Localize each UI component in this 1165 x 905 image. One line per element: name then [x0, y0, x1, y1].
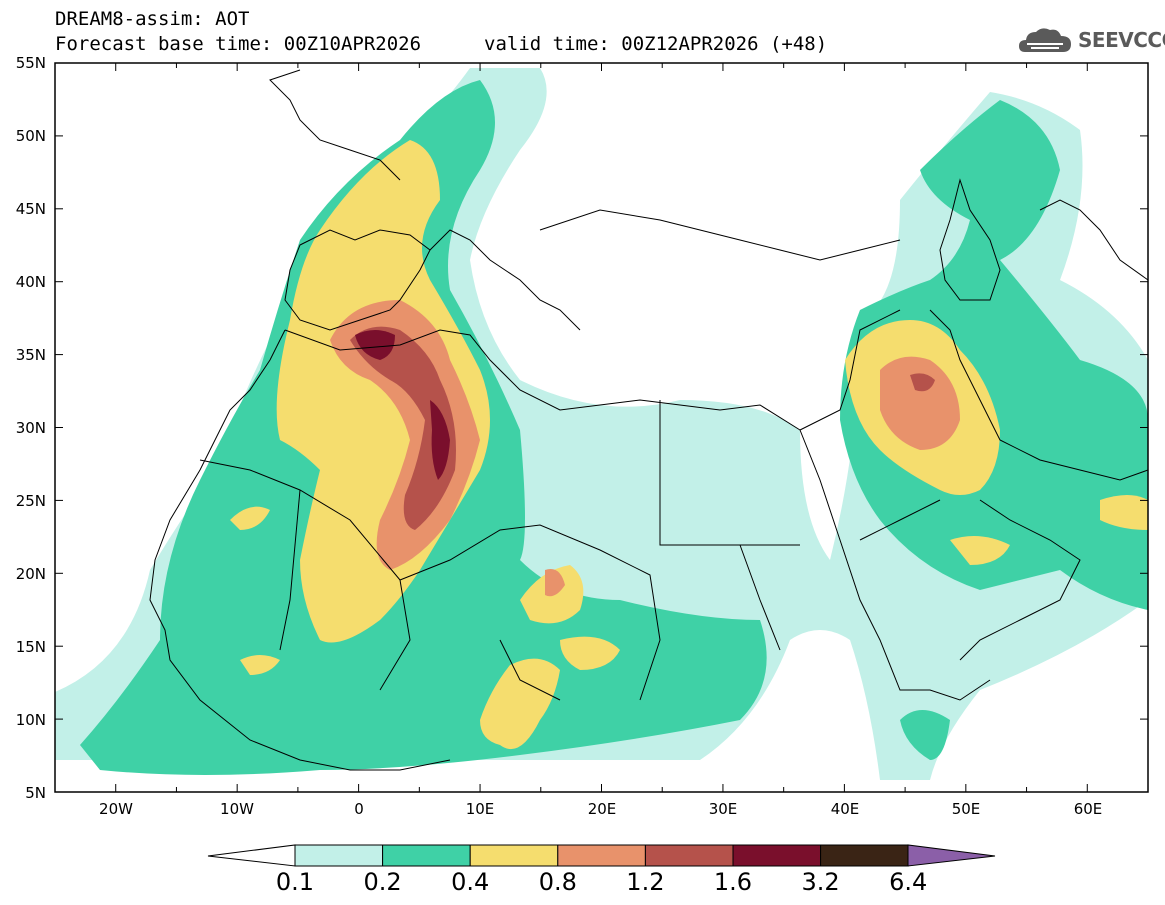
- lat-label-35n: 35N: [15, 346, 46, 364]
- lat-label-25n: 25N: [15, 492, 46, 510]
- colorbar-label: 1.6: [713, 868, 753, 896]
- axis-ticks: [54, 62, 1149, 793]
- colorbar-label: 0.2: [363, 868, 402, 896]
- lon-label-40e: 40E: [830, 800, 860, 818]
- lon-label-20e: 20E: [587, 800, 617, 818]
- colorbar-label: 6.4: [889, 868, 928, 896]
- colorbar-label: 0.4: [451, 868, 490, 896]
- lon-label-50e: 50E: [951, 800, 981, 818]
- coastlines: [149, 69, 1148, 771]
- lon-label-30e: 30E: [708, 800, 738, 818]
- lat-label-20n: 20N: [15, 565, 46, 583]
- lon-label-0: 0: [354, 800, 364, 818]
- colorbar-cell: [732, 844, 822, 867]
- colorbar-label: 3.2: [801, 868, 840, 896]
- lat-label-10n: 10N: [15, 711, 46, 729]
- title-line1: DREAM8-assim: AOT: [55, 8, 250, 30]
- colorbar-cell: [557, 844, 646, 867]
- lat-label-55n: 55N: [15, 54, 46, 72]
- colorbar-cell: [382, 844, 471, 867]
- lon-label-20w: 20W: [99, 800, 133, 818]
- colorbar-cell: [294, 844, 384, 867]
- lat-label-45n: 45N: [15, 200, 46, 218]
- cloud-logo-icon: [1019, 28, 1071, 52]
- lat-label-30n: 30N: [15, 419, 46, 437]
- lat-label-40n: 40N: [15, 273, 46, 291]
- lon-label-10e: 10E: [465, 800, 495, 818]
- valid-time: valid time: 00Z12APR2026 (+48): [484, 33, 828, 55]
- lat-label-5n: 5N: [25, 784, 46, 802]
- colorbar-cell: [820, 844, 909, 867]
- lat-label-15n: 15N: [15, 638, 46, 656]
- logo-text: SEEVCCC: [1078, 28, 1165, 52]
- lon-label-10w: 10W: [220, 800, 254, 818]
- colorbar-cell: [644, 844, 734, 867]
- aot-shading: [55, 68, 1148, 780]
- colorbar-label: 0.1: [275, 868, 315, 896]
- colorbar-low-arrow: [207, 844, 296, 867]
- colorbar-high-arrow: [907, 844, 996, 867]
- lat-label-50n: 50N: [15, 127, 46, 145]
- forecast-base-time: Forecast base time: 00Z10APR2026: [55, 33, 422, 55]
- colorbar-label: 1.2: [626, 868, 665, 896]
- colorbar-cell: [469, 844, 559, 867]
- lon-label-60e: 60E: [1073, 800, 1103, 818]
- colorbar-label: 0.8: [538, 868, 577, 896]
